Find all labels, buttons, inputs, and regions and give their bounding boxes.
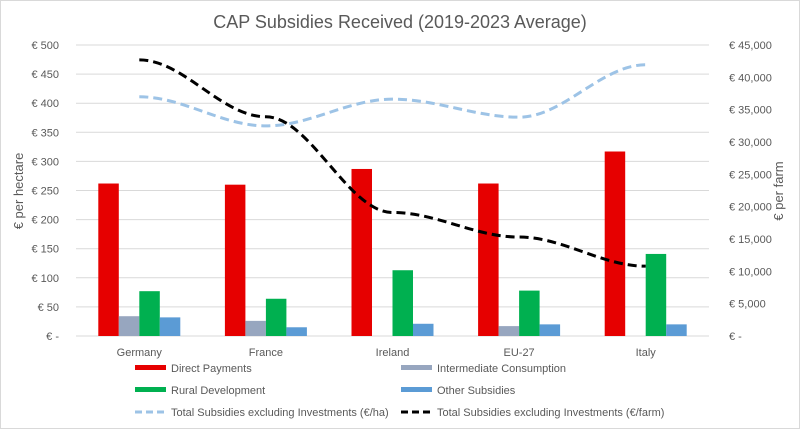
right-axis-title: € per farm	[771, 161, 786, 220]
bars	[98, 151, 687, 336]
legend-item: Rural Development	[135, 385, 265, 397]
right-tick-label: € -	[729, 331, 742, 343]
line-per-farm	[139, 58, 646, 268]
bar-rural-development-2	[392, 270, 413, 336]
left-tick-label: € 450	[31, 69, 59, 81]
line-per-ha	[139, 63, 646, 128]
left-tick-label: € 250	[31, 186, 59, 198]
chart-title: CAP Subsidies Received (2019-2023 Averag…	[213, 12, 587, 32]
right-tick-label: € 20,000	[729, 202, 772, 214]
left-tick-label: € 500	[31, 40, 59, 52]
legend-label: Rural Development	[171, 385, 265, 397]
legend-item: Total Subsidies excluding Investments (€…	[135, 407, 389, 419]
lines	[139, 58, 646, 268]
bar-other-subsidies-4	[666, 324, 687, 336]
legend-swatch	[401, 365, 432, 370]
right-tick-label: € 45,000	[729, 40, 772, 52]
legend-item: Intermediate Consumption	[401, 363, 566, 375]
right-tick-label: € 5,000	[729, 299, 766, 311]
category-label: France	[249, 347, 283, 359]
left-tick-label: € 400	[31, 98, 59, 110]
legend-label: Other Subsidies	[437, 385, 516, 397]
right-tick-label: € 30,000	[729, 137, 772, 149]
right-tick-label: € 40,000	[729, 72, 772, 84]
category-label: Italy	[636, 347, 657, 359]
bar-direct-payments-1	[224, 184, 246, 336]
left-axis-title: € per hectare	[11, 153, 26, 230]
bar-other-subsidies-0	[159, 317, 181, 336]
bar-other-subsidies-3	[539, 324, 561, 336]
legend-label: Direct Payments	[171, 363, 252, 375]
bar-rural-development-4	[645, 253, 667, 336]
left-tick-label: € 150	[31, 244, 59, 256]
left-tick-label: € 50	[38, 302, 59, 314]
legend-item: Total Subsidies excluding Investments (€…	[401, 407, 664, 419]
right-tick-label: € 10,000	[729, 266, 772, 278]
gridlines	[76, 44, 709, 337]
category-labels: Germany France Ireland EU-27 Italy	[117, 347, 657, 359]
left-tick-label: € 100	[31, 273, 59, 285]
legend: Direct Payments Intermediate Consumption R…	[135, 363, 664, 419]
left-tick-label: € -	[46, 331, 59, 343]
left-tick-label: € 350	[31, 127, 59, 139]
bar-rural-development-0	[139, 291, 160, 336]
bar-intermediate-consumption-3	[498, 326, 520, 336]
category-label: Germany	[117, 347, 163, 359]
legend-label: Total Subsidies excluding Investments (€…	[171, 407, 389, 419]
category-label: Ireland	[376, 347, 410, 359]
left-tick-label: € 200	[31, 215, 59, 227]
bar-intermediate-consumption-1	[245, 320, 266, 336]
right-tick-label: € 35,000	[729, 105, 772, 117]
legend-item: Direct Payments	[135, 363, 252, 375]
bar-rural-development-1	[265, 298, 287, 336]
bar-other-subsidies-1	[286, 327, 307, 336]
legend-swatch	[401, 387, 432, 392]
bar-other-subsidies-2	[413, 323, 434, 336]
bar-direct-payments-3	[478, 183, 499, 336]
right-tick-label: € 15,000	[729, 234, 772, 246]
legend-label: Intermediate Consumption	[437, 363, 566, 375]
legend-label: Total Subsidies excluding Investments (€…	[437, 407, 664, 419]
category-label: EU-27	[504, 347, 535, 359]
bar-intermediate-consumption-0	[118, 316, 140, 336]
bar-direct-payments-4	[604, 151, 626, 336]
left-axis-ticks: € - € 50 € 100 € 150 € 200 € 250 € 300 € 350 € 4…	[31, 40, 59, 343]
legend-item: Other Subsidies	[401, 385, 516, 397]
legend-swatch	[135, 387, 166, 392]
bar-direct-payments-0	[98, 183, 119, 336]
right-axis-ticks: € - € 5,000 € 10,000 € 15,000 € 20,000 € 25,0…	[729, 40, 772, 343]
legend-swatch	[135, 365, 166, 370]
right-tick-label: € 25,000	[729, 169, 772, 181]
bar-direct-payments-2	[351, 168, 372, 336]
bar-rural-development-3	[519, 290, 540, 336]
left-tick-label: € 300	[31, 156, 59, 168]
